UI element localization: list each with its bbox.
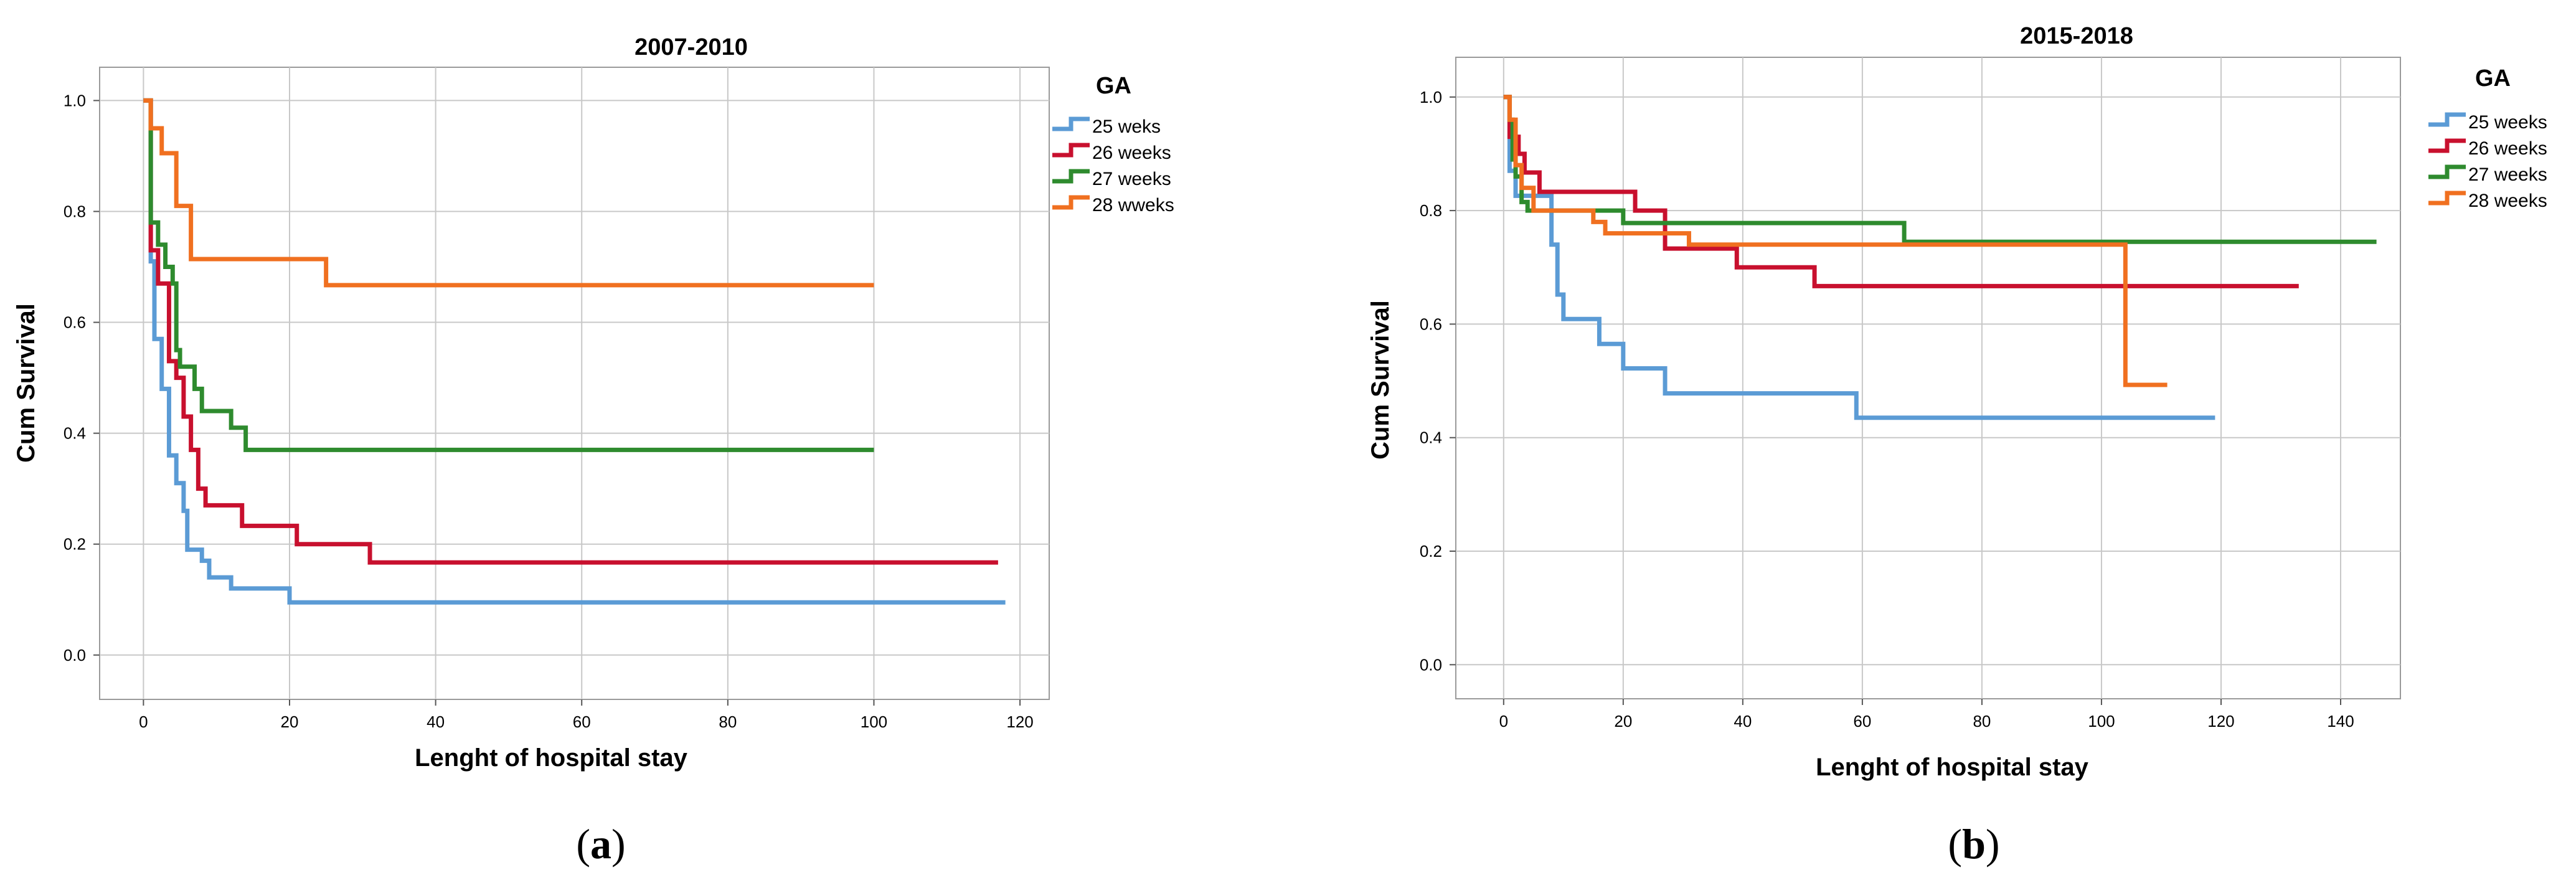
x-tick-label: 120 [2207, 712, 2234, 731]
panel-label-b: (b) [1948, 820, 1999, 868]
legend-swatch [2428, 112, 2466, 127]
y-tick-label: 1.0 [64, 91, 86, 110]
chart-title: 2007-2010 [635, 34, 748, 60]
legend-item: 25 weeks [2428, 112, 2547, 133]
x-tick-label: 80 [719, 712, 737, 731]
legend-item: 26 weeks [2428, 138, 2547, 159]
y-tick-label: 1.0 [1420, 88, 1442, 106]
y-tick-label: 0.2 [64, 535, 86, 554]
x-tick-label: 40 [1734, 712, 1752, 731]
x-tick-label: 140 [2327, 712, 2354, 731]
y-tick-labels: 0.0 0.2 0.4 0.6 0.8 1.0 [1420, 88, 1456, 674]
panel-label-a: (a) [576, 820, 625, 868]
grid-lines [1456, 57, 2400, 699]
y-tick-label: 0.2 [1420, 542, 1442, 561]
series-group [1503, 95, 2377, 420]
series-line-25-weeks [1503, 95, 2215, 420]
x-axis-label: Lenght of hospital stay [415, 744, 688, 772]
legend-swatch [2428, 164, 2466, 179]
legend-label: 28 weeks [2468, 191, 2547, 211]
x-tick-label: 0 [139, 712, 148, 731]
series-group [143, 98, 1006, 605]
legend-item: 25 weks [1052, 116, 1161, 137]
x-tick-label: 60 [1853, 712, 1871, 731]
legend: GA 25 weks 26 weeks 27 weeks 28 wweks [1052, 73, 1174, 215]
y-tick-label: 0.0 [64, 646, 86, 665]
legend-swatch [1052, 195, 1090, 210]
x-tick-label: 100 [861, 712, 887, 731]
legend-label: 27 weeks [1092, 169, 1171, 189]
x-axis-label: Lenght of hospital stay [1816, 754, 2089, 781]
legend-label: 28 wweks [1092, 195, 1174, 215]
x-tick-label: 20 [1614, 712, 1632, 731]
y-tick-label: 0.8 [1420, 201, 1442, 220]
legend-label: 26 weeks [1092, 143, 1171, 163]
legend-swatch [1052, 143, 1090, 158]
y-tick-label: 0.8 [64, 202, 86, 220]
legend-swatch [2428, 191, 2466, 206]
y-tick-label: 0.4 [64, 424, 86, 443]
legend-item: 26 weeks [1052, 143, 1171, 163]
legend-item: 27 weeks [2428, 164, 2547, 185]
x-tick-label: 120 [1006, 712, 1033, 731]
legend-swatch [1052, 169, 1090, 184]
legend-label: 26 weeks [2468, 138, 2547, 159]
x-tick-label: 20 [281, 712, 299, 731]
x-tick-labels: 0 20 40 60 80 100 120 140 [1499, 699, 2354, 731]
y-tick-labels: 0.0 0.2 0.4 0.6 0.8 1.0 [64, 91, 100, 665]
legend-label: 27 weeks [2468, 164, 2547, 185]
y-tick-label: 0.0 [1420, 655, 1442, 674]
x-tick-label: 0 [1499, 712, 1508, 731]
x-tick-label: 40 [427, 712, 445, 731]
chart-title: 2015-2018 [2020, 23, 2133, 49]
x-tick-label: 80 [1973, 712, 1991, 731]
plot-frame [1455, 57, 2401, 699]
x-tick-labels: 0 20 40 60 80 100 120 [139, 699, 1034, 731]
series-line-27-weeks [143, 98, 874, 452]
chart-panel-a: 2007-2010 0 20 40 60 80 100 120 0.00.20.40.60.… [12, 34, 1174, 868]
series-line-28-wweks [143, 98, 874, 288]
y-axis-label: Cum Survival [1367, 300, 1394, 460]
legend-item: 27 weeks [1052, 169, 1171, 189]
legend-label: 25 weks [1092, 116, 1161, 137]
y-tick-label: 0.6 [64, 313, 86, 332]
legend-swatch [1052, 116, 1090, 131]
y-tick-label: 0.6 [1420, 315, 1442, 333]
legend-label: 25 weeks [2468, 112, 2547, 133]
legend: GA 25 weeks 26 weeks 27 weeks 28 weeks [2428, 65, 2547, 211]
chart-panel-b: 2015-2018 0 20 40 60 80 100 120 140 0.00.20.40.… [1367, 23, 2547, 868]
legend-title: GA [2475, 65, 2511, 92]
x-tick-label: 60 [573, 712, 591, 731]
legend-item: 28 weeks [2428, 191, 2547, 211]
legend-item: 28 wweks [1052, 195, 1174, 215]
plot-frame [99, 67, 1050, 700]
grid-lines [100, 67, 1049, 699]
series-line-26-weeks [143, 98, 998, 565]
series-line-27-weeks [1503, 95, 2377, 244]
y-tick-label: 0.4 [1420, 428, 1442, 447]
x-tick-label: 100 [2088, 712, 2115, 731]
series-line-28-weeks [1503, 95, 2168, 387]
y-axis-label: Cum Survival [12, 303, 40, 463]
series-line-25-weks [143, 98, 1006, 605]
series-line-26-weeks [1503, 95, 2299, 288]
legend-title: GA [1096, 73, 1131, 99]
legend-swatch [2428, 138, 2466, 153]
